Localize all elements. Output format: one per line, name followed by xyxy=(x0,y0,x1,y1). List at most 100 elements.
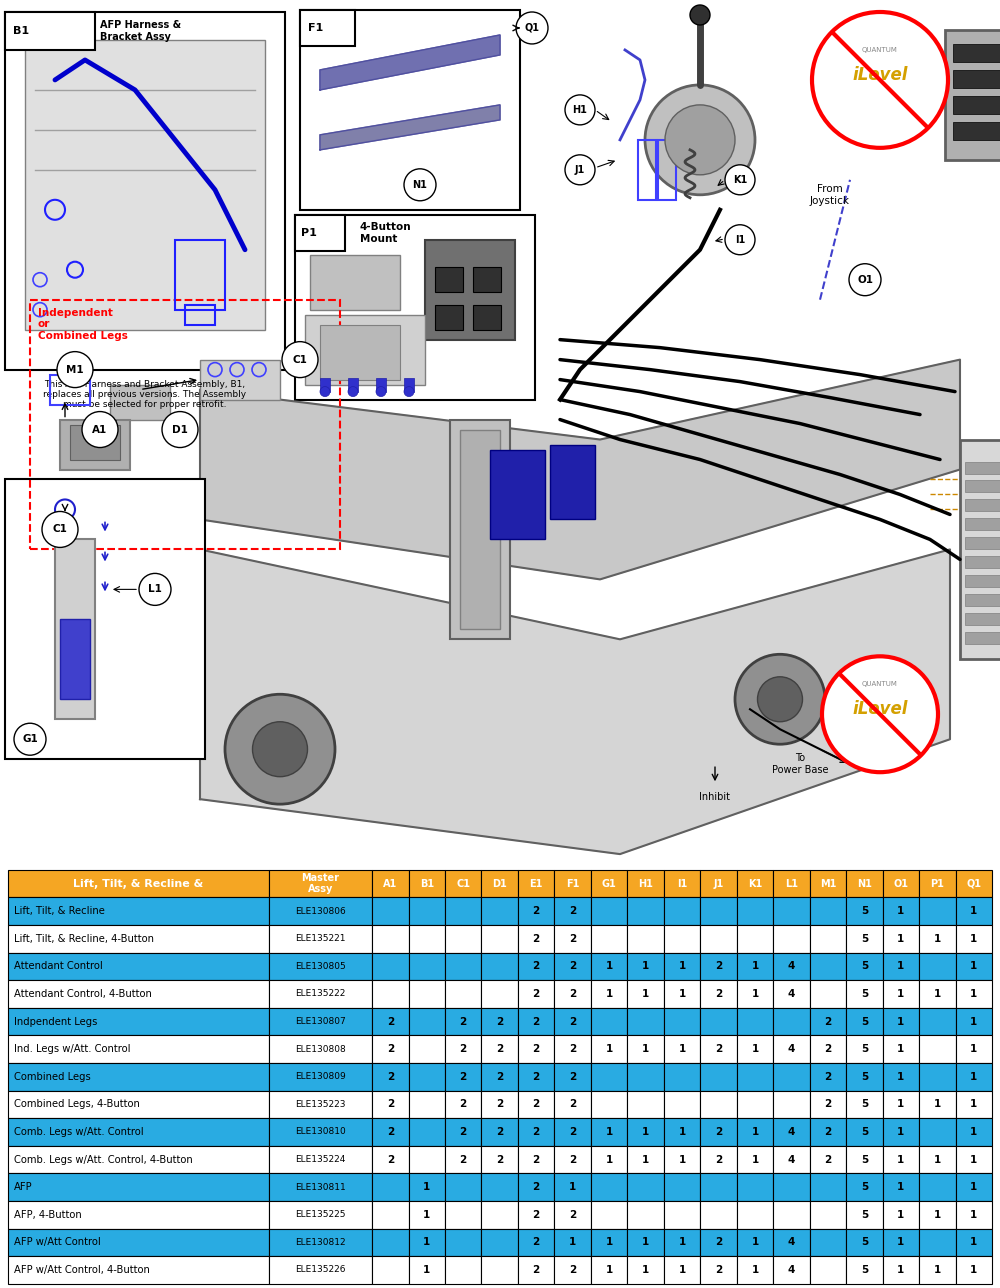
Text: ELE135221: ELE135221 xyxy=(295,934,346,943)
Bar xyxy=(295,215,535,399)
Text: I1: I1 xyxy=(677,878,687,889)
Text: 4: 4 xyxy=(788,989,795,999)
Text: ELE135222: ELE135222 xyxy=(295,989,346,998)
Bar xyxy=(919,980,956,1007)
Bar xyxy=(919,1173,956,1200)
Text: 1: 1 xyxy=(642,989,649,999)
Bar xyxy=(627,869,664,898)
Bar xyxy=(919,869,956,898)
Bar xyxy=(25,40,265,330)
Text: 2: 2 xyxy=(533,1100,540,1109)
Text: 4: 4 xyxy=(788,1238,795,1247)
Bar xyxy=(445,1091,481,1118)
Bar xyxy=(953,95,1000,113)
Bar xyxy=(846,869,883,898)
Bar xyxy=(737,953,773,980)
Text: 1: 1 xyxy=(970,934,977,944)
Bar xyxy=(554,1007,591,1036)
Text: 1: 1 xyxy=(970,1127,977,1137)
Bar xyxy=(518,1036,554,1063)
Text: 1: 1 xyxy=(642,1154,649,1164)
Bar xyxy=(185,305,215,325)
Bar xyxy=(883,1091,919,1118)
Bar xyxy=(664,1200,700,1229)
Bar xyxy=(518,1256,554,1284)
Text: 1: 1 xyxy=(678,1127,686,1137)
Bar xyxy=(700,953,737,980)
Text: AFP w/Att Control: AFP w/Att Control xyxy=(14,1238,101,1247)
Bar xyxy=(664,869,700,898)
Text: G1: G1 xyxy=(602,878,616,889)
Bar xyxy=(372,980,409,1007)
Text: 1: 1 xyxy=(678,989,686,999)
Text: 1: 1 xyxy=(934,1265,941,1275)
Text: 2: 2 xyxy=(715,1238,722,1247)
Bar xyxy=(310,255,400,309)
Text: I1: I1 xyxy=(735,234,745,245)
Text: 2: 2 xyxy=(715,961,722,971)
Bar xyxy=(60,620,90,699)
Text: 2: 2 xyxy=(533,1182,540,1193)
Bar xyxy=(737,1229,773,1256)
Bar xyxy=(700,1007,737,1036)
Bar xyxy=(965,537,1000,550)
Bar xyxy=(435,305,463,330)
Bar xyxy=(591,1173,627,1200)
Text: M1: M1 xyxy=(820,878,836,889)
Text: Comb. Legs w/Att. Control: Comb. Legs w/Att. Control xyxy=(14,1127,144,1137)
Circle shape xyxy=(822,657,938,773)
Text: 2: 2 xyxy=(715,1154,722,1164)
Bar xyxy=(737,1036,773,1063)
Bar xyxy=(700,1256,737,1284)
Text: Inhibit: Inhibit xyxy=(700,792,730,802)
Bar xyxy=(627,925,664,953)
Text: Master
Assy: Master Assy xyxy=(301,873,339,894)
Text: 2: 2 xyxy=(387,1100,394,1109)
Bar xyxy=(409,1036,445,1063)
Bar xyxy=(445,953,481,980)
Bar xyxy=(919,898,956,925)
Bar xyxy=(627,898,664,925)
Bar xyxy=(953,70,1000,88)
Bar xyxy=(409,898,445,925)
Bar xyxy=(883,925,919,953)
Bar xyxy=(737,1146,773,1173)
Bar xyxy=(269,1063,372,1091)
Text: 1: 1 xyxy=(970,1154,977,1164)
Bar xyxy=(554,1118,591,1146)
Circle shape xyxy=(516,12,548,44)
Bar xyxy=(700,1146,737,1173)
Text: C1: C1 xyxy=(53,524,67,535)
Bar xyxy=(846,1091,883,1118)
Bar xyxy=(919,1063,956,1091)
Bar xyxy=(554,1200,591,1229)
Bar xyxy=(627,1118,664,1146)
Circle shape xyxy=(225,694,335,804)
Bar xyxy=(8,1118,269,1146)
Bar xyxy=(60,420,130,470)
Text: 2: 2 xyxy=(460,1016,467,1027)
Bar xyxy=(737,1063,773,1091)
Bar xyxy=(664,1091,700,1118)
Bar xyxy=(554,898,591,925)
Bar xyxy=(737,1256,773,1284)
Bar xyxy=(409,1200,445,1229)
Bar xyxy=(269,869,372,898)
Bar xyxy=(445,1200,481,1229)
Bar xyxy=(269,1091,372,1118)
Text: Indpendent Legs: Indpendent Legs xyxy=(14,1016,97,1027)
Bar xyxy=(664,1118,700,1146)
Bar xyxy=(269,1200,372,1229)
Text: Comb. Legs w/Att. Control, 4-Button: Comb. Legs w/Att. Control, 4-Button xyxy=(14,1154,193,1164)
Text: 1: 1 xyxy=(678,1045,686,1054)
Text: Independent
or
Combined Legs: Independent or Combined Legs xyxy=(38,308,128,341)
Circle shape xyxy=(139,573,171,605)
Text: 1: 1 xyxy=(934,1209,941,1220)
Bar xyxy=(554,925,591,953)
Bar xyxy=(883,898,919,925)
Bar xyxy=(919,1036,956,1063)
Text: 1: 1 xyxy=(934,1154,941,1164)
Text: 4: 4 xyxy=(788,1045,795,1054)
Bar xyxy=(773,1118,810,1146)
Text: P1: P1 xyxy=(930,878,944,889)
